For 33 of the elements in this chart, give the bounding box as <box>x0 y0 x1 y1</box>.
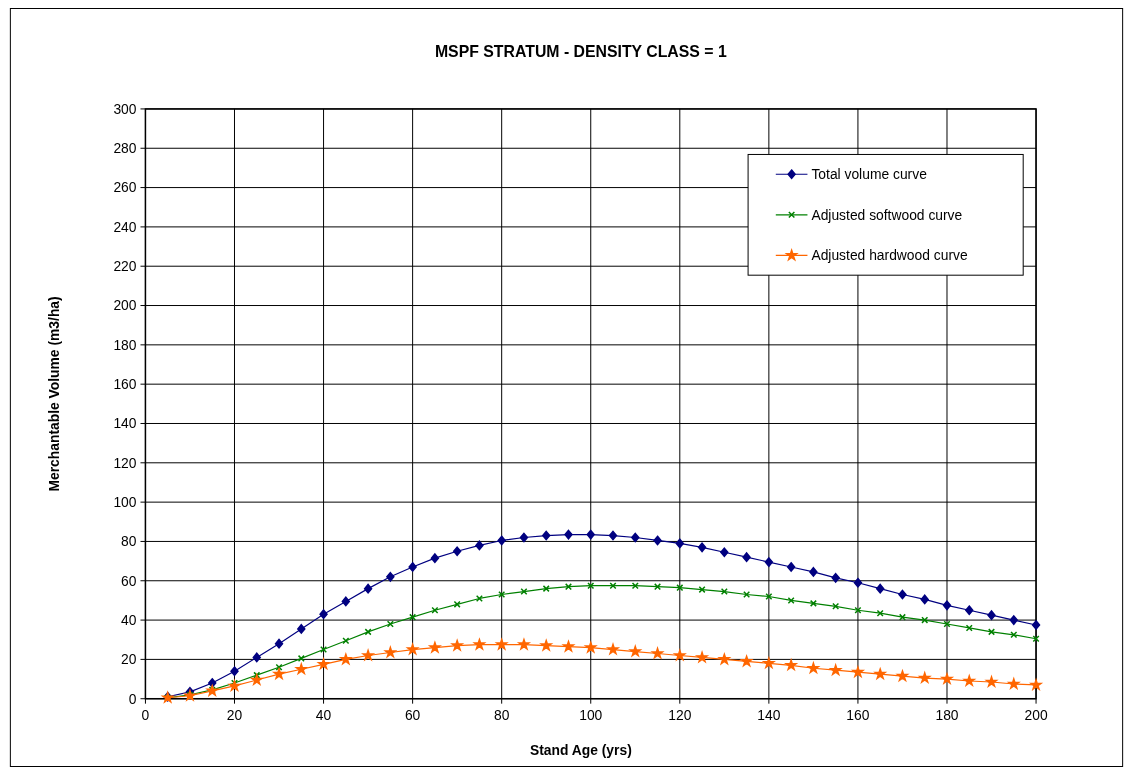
y-tick-label: 160 <box>113 376 137 393</box>
y-tick-label: 240 <box>113 218 137 235</box>
y-axis-title: Merchantable Volume (m3/ha) <box>46 296 63 492</box>
y-tick-label: 140 <box>113 415 137 432</box>
x-tick-label: 0 <box>141 707 150 724</box>
y-tick-label: 220 <box>113 258 137 275</box>
y-tick-label: 180 <box>113 336 137 353</box>
legend-label: Total volume curve <box>811 166 928 183</box>
y-tick-label: 80 <box>121 533 137 550</box>
y-tick-label: 0 <box>128 690 137 707</box>
x-tick-label: 140 <box>757 707 781 724</box>
y-tick-label: 200 <box>113 297 137 314</box>
y-tick-label: 100 <box>113 493 137 510</box>
x-tick-label: 20 <box>226 707 243 724</box>
y-tick-label: 260 <box>113 179 137 196</box>
x-tick-label: 100 <box>579 707 603 724</box>
x-tick-label: 180 <box>935 707 959 724</box>
y-tick-label: 60 <box>121 572 137 589</box>
x-tick-label: 200 <box>1024 707 1048 724</box>
y-tick-label: 280 <box>113 140 137 157</box>
x-tick-label: 160 <box>846 707 870 724</box>
y-tick-label: 300 <box>113 100 137 117</box>
x-tick-label: 40 <box>315 707 332 724</box>
x-tick-label: 80 <box>493 707 510 724</box>
x-tick-label: 120 <box>668 707 692 724</box>
legend-label: Adjusted hardwood curve <box>811 247 968 264</box>
x-axis-title: Stand Age (yrs) <box>529 742 632 759</box>
x-tick-label: 60 <box>404 707 421 724</box>
chart-title: MSPF STRATUM - DENSITY CLASS = 1 <box>434 43 727 61</box>
y-tick-label: 120 <box>113 454 137 471</box>
y-tick-label: 20 <box>121 651 137 668</box>
legend-label: Adjusted softwood curve <box>811 206 963 223</box>
y-tick-label: 40 <box>121 611 137 628</box>
